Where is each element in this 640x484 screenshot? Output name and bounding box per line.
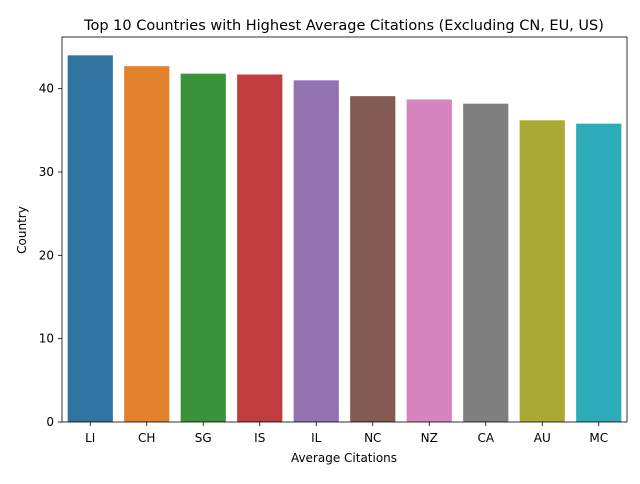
bar-au [519, 120, 565, 422]
bar-il [293, 80, 339, 422]
x-tick-label: LI [85, 431, 95, 445]
y-tick-label: 0 [46, 415, 54, 429]
x-tick-label: MC [589, 431, 608, 445]
bar-is [237, 74, 283, 422]
bar-ca [463, 103, 509, 423]
y-tick-label: 30 [39, 165, 54, 179]
bars-layer [67, 55, 622, 423]
bar-mc [576, 123, 622, 423]
y-tick-label: 40 [39, 82, 54, 96]
x-tick-label: IS [254, 431, 265, 445]
y-tick-label: 10 [39, 332, 54, 346]
y-tick-label: 20 [39, 248, 54, 262]
x-tick-label: NZ [421, 431, 438, 445]
x-tick-label: SG [195, 431, 212, 445]
x-tick-label: CA [477, 431, 494, 445]
bar-li [67, 55, 113, 422]
bar-nz [406, 99, 452, 422]
x-tick-label: NC [364, 431, 381, 445]
bar-nc [350, 96, 396, 423]
bar-sg [180, 73, 226, 423]
x-tick-label: IL [311, 431, 322, 445]
x-tick-label: AU [534, 431, 551, 445]
plot-frame [61, 36, 628, 423]
x-tick-label: CH [138, 431, 155, 445]
axes-layer [61, 36, 628, 423]
y-axis-label: Country [15, 206, 29, 254]
bar-ch [124, 66, 170, 423]
x-axis-label: Average Citations [291, 451, 397, 465]
ticks-layer: LI CH SG IS IL NC NZ CA AU MC 0 10 20 30 40 [39, 82, 608, 445]
chart-title: Top 10 Countries with Highest Average Ci… [83, 18, 604, 34]
